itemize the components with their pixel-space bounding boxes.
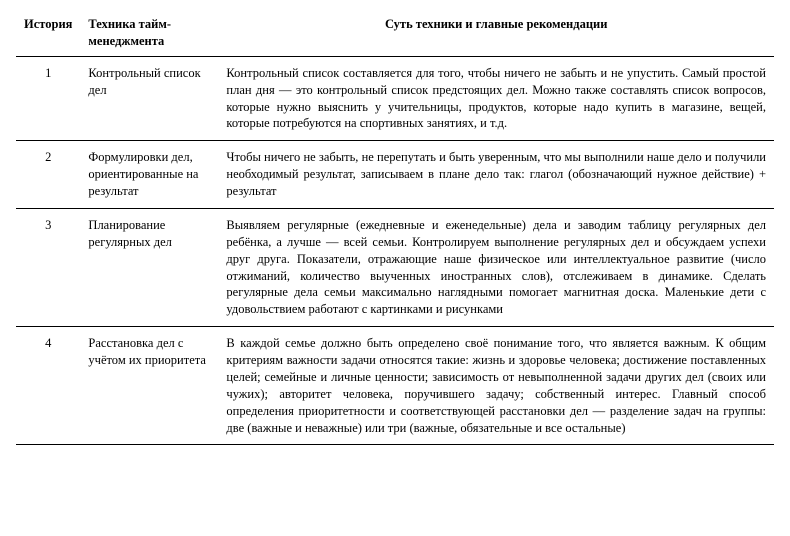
cell-technique: Расстановка дел с учётом их приоритета <box>80 327 218 445</box>
header-essence: Суть техники и главные рекомендации <box>218 10 774 56</box>
cell-technique: Контрольный список дел <box>80 56 218 141</box>
cell-history: 3 <box>16 208 80 326</box>
cell-technique: Формулировки дел, ориентированные на рез… <box>80 141 218 209</box>
table-header-row: История Техника тайм-менеджмента Суть те… <box>16 10 774 56</box>
table-row: 2 Формулировки дел, ориентированные на р… <box>16 141 774 209</box>
table-row: 1 Контрольный список дел Контрольный спи… <box>16 56 774 141</box>
cell-history: 2 <box>16 141 80 209</box>
table-row: 4 Расстановка дел с учётом их приоритета… <box>16 327 774 445</box>
cell-essence: В каждой семье должно быть определено св… <box>218 327 774 445</box>
table-row: 3 Планирование регулярных дел Выявляем р… <box>16 208 774 326</box>
header-history: История <box>16 10 80 56</box>
cell-history: 4 <box>16 327 80 445</box>
cell-technique: Планирование регулярных дел <box>80 208 218 326</box>
cell-history: 1 <box>16 56 80 141</box>
header-technique: Техника тайм-менеджмента <box>80 10 218 56</box>
time-management-table: История Техника тайм-менеджмента Суть те… <box>16 10 774 445</box>
cell-essence: Контрольный список составляется для того… <box>218 56 774 141</box>
cell-essence: Чтобы ничего не забыть, не перепутать и … <box>218 141 774 209</box>
cell-essence: Выявляем регулярные (ежедневные и еженед… <box>218 208 774 326</box>
